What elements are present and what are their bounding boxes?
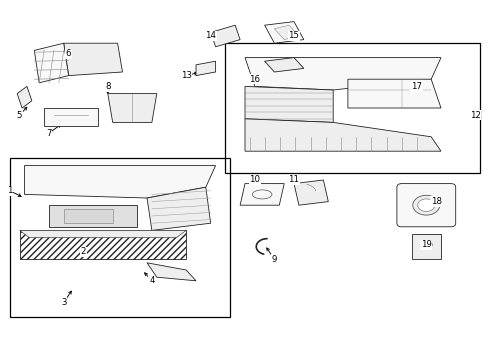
Polygon shape <box>34 43 69 83</box>
Polygon shape <box>348 79 441 108</box>
Ellipse shape <box>413 195 440 215</box>
Text: 12: 12 <box>470 111 481 120</box>
Polygon shape <box>294 180 328 205</box>
FancyBboxPatch shape <box>397 184 456 227</box>
Text: 3: 3 <box>61 298 67 307</box>
Polygon shape <box>265 58 304 72</box>
Text: 13: 13 <box>181 71 192 80</box>
Polygon shape <box>245 119 441 151</box>
Polygon shape <box>24 166 216 198</box>
Polygon shape <box>147 187 211 230</box>
Polygon shape <box>196 61 216 76</box>
Text: 18: 18 <box>431 197 441 206</box>
Text: 10: 10 <box>249 175 260 184</box>
Bar <box>10 158 230 317</box>
Text: 14: 14 <box>205 31 216 40</box>
Text: 8: 8 <box>105 82 111 91</box>
Text: 4: 4 <box>149 276 155 285</box>
Text: 16: 16 <box>249 75 260 84</box>
Bar <box>225 43 480 173</box>
Polygon shape <box>44 108 98 126</box>
Text: 11: 11 <box>289 175 299 184</box>
Ellipse shape <box>417 199 435 211</box>
Polygon shape <box>412 234 441 259</box>
Polygon shape <box>20 230 186 238</box>
Polygon shape <box>265 22 304 43</box>
Text: 5: 5 <box>17 111 23 120</box>
Text: 7: 7 <box>46 129 52 138</box>
Ellipse shape <box>420 241 433 248</box>
Polygon shape <box>64 43 122 76</box>
Polygon shape <box>245 86 333 122</box>
Polygon shape <box>274 25 299 40</box>
Text: 2: 2 <box>80 248 86 256</box>
Polygon shape <box>20 230 186 259</box>
Text: 15: 15 <box>289 31 299 40</box>
Text: 17: 17 <box>411 82 422 91</box>
Text: 6: 6 <box>66 49 72 58</box>
Polygon shape <box>240 184 284 205</box>
Polygon shape <box>17 86 32 108</box>
Text: 19: 19 <box>421 240 432 249</box>
Polygon shape <box>147 263 196 281</box>
Text: 9: 9 <box>272 255 277 264</box>
Bar <box>64 209 113 223</box>
Polygon shape <box>108 94 157 122</box>
Polygon shape <box>211 25 240 47</box>
Polygon shape <box>49 205 137 227</box>
Text: 1: 1 <box>7 186 13 195</box>
Polygon shape <box>245 58 441 90</box>
